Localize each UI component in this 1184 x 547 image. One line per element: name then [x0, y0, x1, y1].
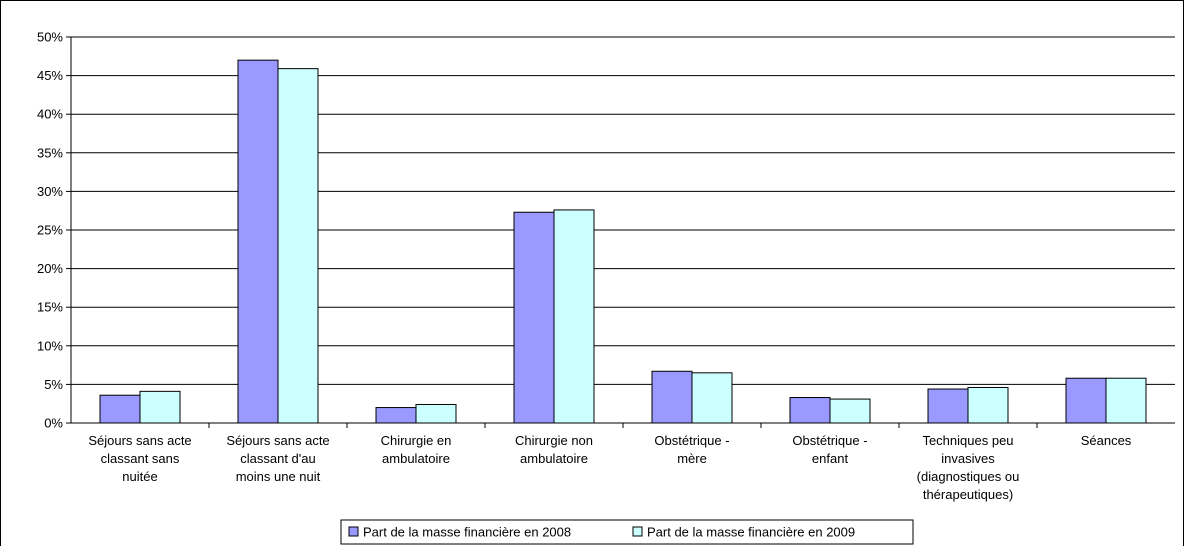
bar [1065, 377, 1107, 424]
bar [375, 407, 417, 424]
gridlines [71, 36, 1175, 385]
y-tick-label: 35% [37, 145, 63, 160]
category-label-line: Obstétrique - [792, 433, 867, 448]
bar [415, 403, 457, 424]
category-label-line: enfant [812, 451, 849, 466]
bar [513, 211, 555, 424]
category-label-line: Chirurgie en [381, 433, 452, 448]
legend-swatch [632, 526, 643, 537]
category-label-line: mère [677, 451, 707, 466]
y-tick-labels: 0% 5% 10% 15% 20% 25% 30% 35% 40% 45% 50% [37, 30, 63, 431]
category-label-line: moins une nuit [236, 469, 321, 484]
bar [927, 388, 969, 424]
bar [829, 398, 871, 424]
category-label: Séjours sans acte classant d'au moins une … [226, 433, 329, 484]
legend-label: Part de la masse financière en 2009 [647, 525, 855, 540]
category-label-line: Chirurgie non [515, 433, 593, 448]
bar [691, 372, 733, 424]
category-label-line: nuitée [122, 469, 157, 484]
category-label: Chirurgie en ambulatoire [381, 433, 452, 466]
y-tick-label: 40% [37, 107, 63, 122]
category-label-line: ambulatoire [382, 451, 450, 466]
category-label-line: thérapeutiques) [923, 487, 1013, 502]
category-label: Obstétrique - enfant [792, 433, 867, 466]
bar [99, 394, 141, 424]
bar [139, 390, 181, 424]
category-label: Chirurgie non ambulatoire [515, 433, 593, 466]
legend-label: Part de la masse financière en 2008 [363, 525, 571, 540]
category-label: Techniques peu invasives (diagnostiques ou… [917, 433, 1020, 502]
bar [967, 386, 1009, 424]
legend: Part de la masse financière en 2008 Part … [340, 519, 914, 545]
bar [237, 59, 279, 424]
category-label-line: Séjours sans acte [226, 433, 329, 448]
axes [66, 36, 1175, 428]
legend-swatch [348, 526, 359, 537]
bar [553, 209, 595, 424]
category-label-line: Obstétrique - [654, 433, 729, 448]
y-tick-label: 0% [44, 416, 63, 431]
bar [651, 370, 693, 424]
category-label-line: ambulatoire [520, 451, 588, 466]
y-tick-label: 5% [44, 377, 63, 392]
y-tick-label: 20% [37, 261, 63, 276]
y-tick-label: 15% [37, 300, 63, 315]
category-label: Séjours sans acte classant sans nuitée [88, 433, 191, 484]
category-label: Séances [1081, 433, 1132, 448]
bar [277, 68, 319, 424]
y-tick-label: 10% [37, 338, 63, 353]
category-label-line: classant d'au [240, 451, 315, 466]
category-labels: Séjours sans acte classant sans nuitéeSéjo… [88, 433, 1131, 502]
category-label-line: classant sans [101, 451, 180, 466]
category-label-line: Techniques peu [922, 433, 1013, 448]
bar [1105, 377, 1147, 424]
category-label: Obstétrique - mère [654, 433, 729, 466]
y-tick-label: 50% [37, 30, 63, 45]
category-label-line: invasives [941, 451, 995, 466]
legend-box [340, 519, 914, 545]
category-label-line: Séjours sans acte [88, 433, 191, 448]
bar [789, 397, 831, 424]
y-tick-label: 30% [37, 184, 63, 199]
category-label-line: (diagnostiques ou [917, 469, 1020, 484]
y-tick-label: 45% [37, 68, 63, 83]
y-tick-label: 25% [37, 223, 63, 238]
category-label-line: Séances [1081, 433, 1132, 448]
